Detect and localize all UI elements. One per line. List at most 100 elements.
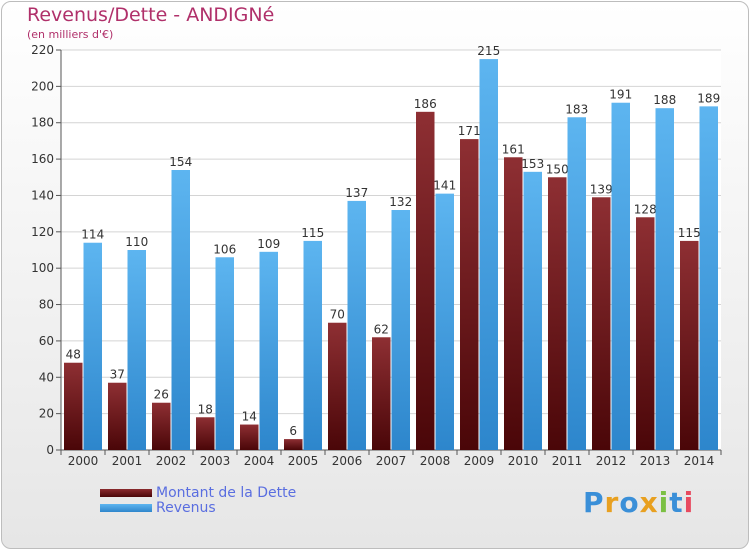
bar-revenus	[303, 240, 322, 450]
data-label-dette: 150	[546, 162, 569, 176]
data-label-revenus: 110	[125, 235, 148, 249]
bar-dette	[548, 177, 567, 451]
data-label-dette: 161	[502, 142, 525, 156]
x-tick-label: 2009	[464, 454, 495, 468]
data-label-revenus: 189	[697, 91, 720, 105]
y-tick-label: 180	[31, 116, 54, 130]
x-tick-label: 2005	[288, 454, 319, 468]
logo-letter: o	[619, 486, 640, 519]
data-label-revenus: 137	[345, 186, 368, 200]
bar-revenus	[435, 193, 454, 451]
legend: Montant de la Dette Revenus	[100, 486, 296, 516]
data-label-dette: 14	[242, 410, 257, 424]
bar-dette	[636, 217, 655, 450]
chart-title: Revenus/Dette - ANDIGNé	[27, 4, 275, 26]
bar-dette	[108, 382, 127, 450]
data-label-revenus: 215	[477, 44, 500, 58]
x-tick-label: 2010	[508, 454, 539, 468]
y-tick-label: 160	[31, 152, 54, 166]
bar-revenus	[127, 250, 146, 450]
y-tick-label: 0	[46, 443, 54, 457]
bar-dette	[592, 197, 611, 450]
legend-label-revenus: Revenus	[156, 500, 216, 516]
bar-dette	[64, 362, 83, 450]
data-label-dette: 48	[66, 348, 81, 362]
data-label-dette: 37	[110, 368, 125, 382]
legend-item-revenus: Revenus	[100, 501, 296, 516]
bar-revenus	[259, 251, 278, 450]
data-label-dette: 70	[330, 308, 345, 322]
bar-dette	[152, 402, 171, 450]
y-tick-label: 120	[31, 225, 54, 239]
bar-revenus	[567, 117, 586, 450]
logo-letter: r	[604, 486, 620, 519]
x-tick-label: 2006	[332, 454, 363, 468]
x-tick-label: 2013	[640, 454, 671, 468]
y-tick-label: 100	[31, 261, 54, 275]
data-label-revenus: 153	[521, 157, 544, 171]
data-label-revenus: 188	[653, 93, 676, 107]
x-tick-label: 2007	[376, 454, 407, 468]
bar-dette	[372, 337, 391, 450]
data-label-dette: 171	[458, 124, 481, 138]
data-label-revenus: 183	[565, 102, 588, 116]
chart-subtitle: (en milliers d'€)	[27, 28, 114, 41]
bar-dette	[284, 439, 303, 450]
bar-revenus	[215, 257, 234, 450]
y-tick-label: 220	[31, 43, 54, 57]
x-tick-label: 2004	[244, 454, 275, 468]
logo-letter: i	[658, 486, 670, 519]
bar-revenus	[479, 59, 498, 450]
data-label-dette: 18	[198, 402, 213, 416]
data-label-dette: 6	[289, 424, 297, 438]
x-tick-label: 2000	[68, 454, 99, 468]
y-tick-label: 200	[31, 79, 54, 93]
data-label-revenus: 114	[81, 228, 104, 242]
data-label-revenus: 115	[301, 226, 324, 240]
bar-dette	[504, 157, 523, 451]
bar-revenus	[83, 242, 102, 450]
legend-label-dette: Montant de la Dette	[156, 485, 297, 501]
data-label-dette: 26	[154, 388, 169, 402]
y-tick-label: 40	[39, 370, 54, 384]
bar-dette	[196, 417, 215, 450]
x-tick-label: 2012	[596, 454, 627, 468]
y-tick-label: 140	[31, 188, 54, 202]
data-label-dette: 139	[590, 182, 613, 196]
logo-letter: i	[683, 486, 695, 519]
data-label-dette: 186	[414, 97, 437, 111]
data-label-dette: 128	[634, 202, 657, 216]
logo-letter: P	[583, 486, 605, 519]
data-label-dette: 62	[374, 322, 389, 336]
bar-revenus	[655, 108, 674, 450]
bar-revenus	[347, 200, 366, 450]
bar-revenus	[611, 102, 630, 451]
logo-letter: x	[639, 486, 659, 519]
legend-swatch-revenus	[100, 504, 152, 512]
y-tick-label: 80	[39, 298, 54, 312]
data-label-revenus: 141	[433, 179, 456, 193]
bar-dette	[460, 139, 479, 450]
bar-dette	[240, 424, 259, 450]
bar-dette	[416, 111, 435, 451]
bar-dette	[680, 240, 699, 450]
data-label-revenus: 154	[169, 155, 192, 169]
y-tick-label: 60	[39, 334, 54, 348]
plot-area	[61, 50, 721, 450]
x-tick-label: 2014	[684, 454, 715, 468]
bar-revenus	[699, 106, 718, 450]
legend-item-dette: Montant de la Dette	[100, 486, 296, 501]
logo-letter: t	[669, 486, 684, 519]
y-tick-label: 20	[39, 407, 54, 421]
bar-revenus	[171, 170, 190, 450]
legend-swatch-dette	[100, 489, 152, 497]
proxiti-logo: Proxiti	[583, 486, 694, 519]
data-label-revenus: 109	[257, 237, 280, 251]
x-tick-label: 2003	[200, 454, 231, 468]
bar-revenus	[523, 171, 542, 450]
x-tick-label: 2001	[112, 454, 143, 468]
x-tick-label: 2002	[156, 454, 187, 468]
data-label-dette: 115	[678, 226, 701, 240]
data-label-revenus: 106	[213, 242, 236, 256]
